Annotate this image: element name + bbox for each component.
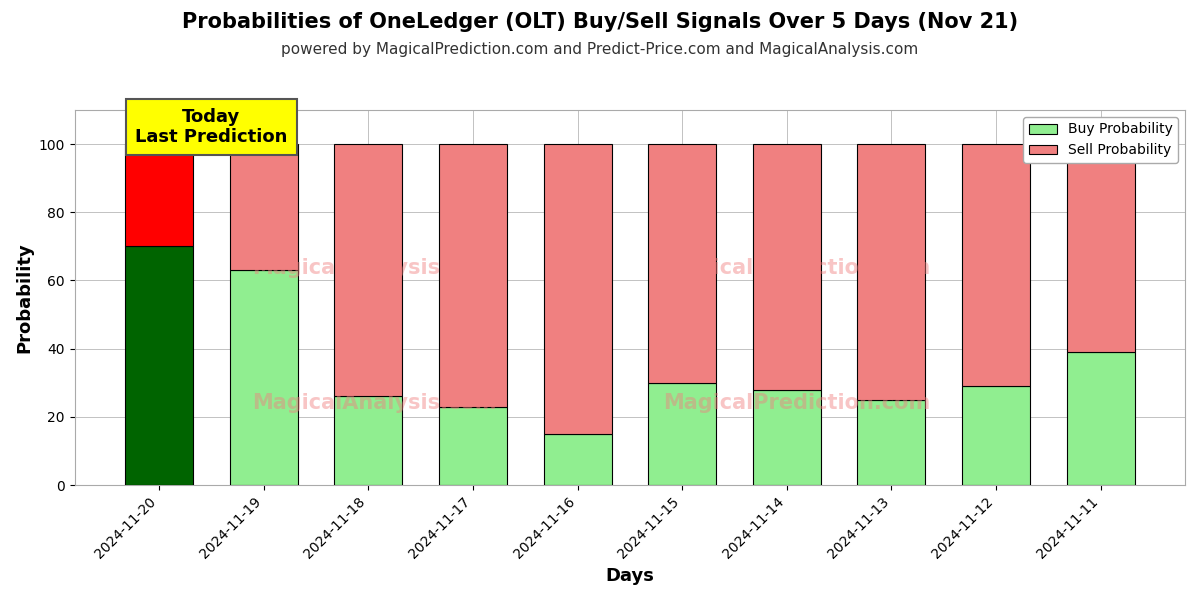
Bar xyxy=(648,144,716,383)
Bar xyxy=(962,386,1030,485)
Bar xyxy=(439,407,506,485)
Y-axis label: Probability: Probability xyxy=(16,242,34,353)
Bar xyxy=(648,383,716,485)
Bar xyxy=(544,144,612,434)
Bar xyxy=(752,389,821,485)
Bar xyxy=(752,144,821,389)
Bar xyxy=(1067,352,1134,485)
Bar xyxy=(229,144,298,270)
Bar xyxy=(229,270,298,485)
Legend: Buy Probability, Sell Probability: Buy Probability, Sell Probability xyxy=(1024,117,1178,163)
Bar xyxy=(125,247,193,485)
Text: MagicalPrediction.com: MagicalPrediction.com xyxy=(662,392,930,413)
Bar xyxy=(544,434,612,485)
X-axis label: Days: Days xyxy=(605,567,654,585)
Text: Today
Last Prediction: Today Last Prediction xyxy=(136,107,288,146)
Bar xyxy=(335,397,402,485)
Bar xyxy=(335,144,402,397)
Bar xyxy=(1067,144,1134,352)
Text: powered by MagicalPrediction.com and Predict-Price.com and MagicalAnalysis.com: powered by MagicalPrediction.com and Pre… xyxy=(281,42,919,57)
Text: Probabilities of OneLedger (OLT) Buy/Sell Signals Over 5 Days (Nov 21): Probabilities of OneLedger (OLT) Buy/Sel… xyxy=(182,12,1018,32)
Bar xyxy=(857,144,925,400)
Bar xyxy=(439,144,506,407)
Text: MagicalPrediction.com: MagicalPrediction.com xyxy=(662,257,930,278)
Bar xyxy=(125,144,193,247)
Text: MagicalAnalysis.com: MagicalAnalysis.com xyxy=(252,392,497,413)
Bar xyxy=(962,144,1030,386)
Bar xyxy=(857,400,925,485)
Text: MagicalAnalysis.com: MagicalAnalysis.com xyxy=(252,257,497,278)
